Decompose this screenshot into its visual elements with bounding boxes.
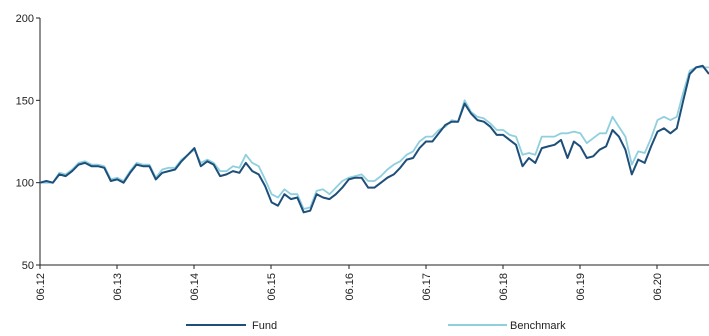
series-line-fund bbox=[40, 66, 709, 213]
legend-label-benchmark: Benchmark bbox=[510, 320, 566, 332]
chart-axes: 50 100 150 200 06.12 06.13 06.14 06.15 06.16 06.1… bbox=[16, 13, 709, 301]
x-tick-label: 06.14 bbox=[189, 273, 201, 301]
plot-area bbox=[40, 66, 709, 213]
y-tick-label: 50 bbox=[22, 260, 34, 272]
y-tick-label: 150 bbox=[16, 95, 34, 107]
x-tick-label: 06.16 bbox=[344, 273, 356, 301]
legend-label-fund: Fund bbox=[252, 320, 277, 332]
y-tick-label: 200 bbox=[16, 13, 34, 25]
y-tick-label: 100 bbox=[16, 178, 34, 190]
x-tick-label: 06.19 bbox=[575, 273, 587, 301]
x-tick-label: 06.20 bbox=[652, 273, 664, 301]
x-tick-label: 06.17 bbox=[421, 273, 433, 301]
x-tick-label: 06.15 bbox=[266, 273, 278, 301]
x-tick-label: 06.18 bbox=[498, 273, 510, 301]
legend: Fund Benchmark bbox=[186, 320, 566, 332]
x-tick-label: 06.13 bbox=[112, 273, 124, 301]
x-tick-label: 06.12 bbox=[35, 273, 47, 301]
